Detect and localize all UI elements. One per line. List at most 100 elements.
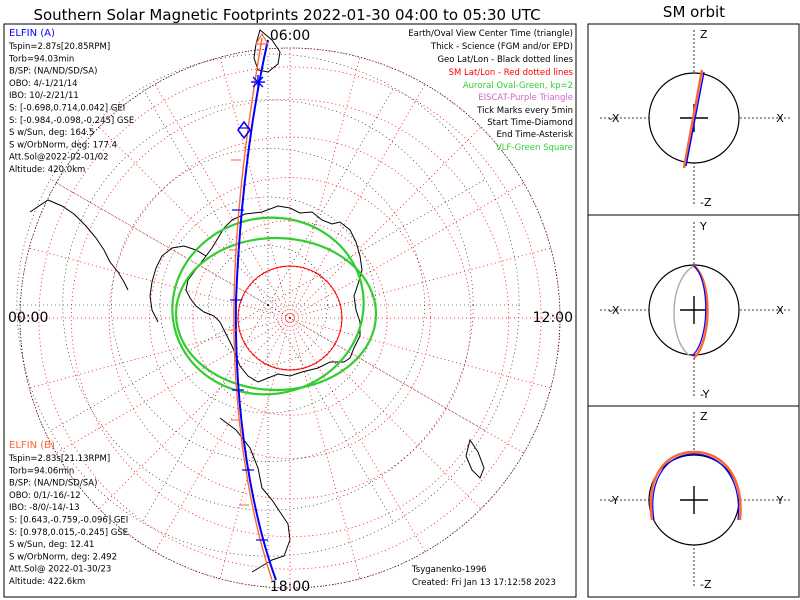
south-america-outline [29, 199, 129, 291]
info-line: OBO: 4/-1/21/14 [9, 79, 78, 89]
legend-item-science: Thick - Science (FGM and/or EPD) [430, 42, 573, 52]
chart-title: Southern Solar Magnetic Footprints 2022-… [33, 6, 540, 24]
orbit-track-a [691, 265, 707, 357]
sm-lon-line [219, 57, 291, 319]
sm-lon-line [289, 126, 482, 319]
info-line: Torb=94.06min [8, 466, 74, 476]
legend-item-eiscat: EISCAT-Purple Triangle [478, 93, 573, 103]
auroral-oval-outer [171, 216, 365, 396]
sm-lon-line [289, 317, 482, 510]
orbit-label-top: Z [700, 410, 708, 423]
sm-grid [19, 47, 561, 589]
antarctic-peninsula-outline [149, 245, 207, 323]
elfin-a-name: ELFIN (A) [9, 28, 55, 39]
info-line: S: [0.978,0.015,-0.245] GSE [9, 528, 128, 538]
info-line: S w/Sun, deg: 12.41 [9, 540, 94, 550]
orbit-label-top: Z [700, 28, 708, 41]
orbit-label-left: -Y [609, 494, 619, 507]
geo-lat-circle [62, 99, 474, 511]
elfin-b-name: ELFIN (B) [9, 440, 55, 451]
created-label: Created: Fri Jan 13 17:12:58 2023 [412, 578, 556, 588]
elfin-a-track [234, 39, 277, 581]
info-line: S: [-0.984,-0.098,-0.245] GSE [9, 116, 134, 126]
polar-plot [16, 29, 561, 589]
sm-lat-circle [192, 220, 388, 416]
elfin-a-info: ELFIN (A) Tspin=2.87s[20.85RPM] Torb=94.0… [8, 28, 134, 175]
legend-item-end-time: End Time-Asterisk [496, 130, 573, 140]
info-line: S w/OrbNorm, deg: 177.4 [9, 140, 117, 150]
legend-item-auroral-oval: Auroral Oval-Green, kp=2 [463, 81, 573, 91]
sm-lon-line [29, 247, 291, 319]
orbit-track-a [652, 453, 740, 521]
info-line: S: [0.643,-0.759,-0.096] GEI [9, 516, 128, 526]
sm-lon-line [154, 83, 291, 319]
legend-item-start-time: Start Time-Diamond [487, 118, 573, 128]
sm-lon-line [289, 247, 551, 319]
info-line: Altitude: 422.6km [9, 577, 85, 587]
antarctica-outline [185, 205, 363, 383]
info-line: Tspin=2.83s[21.13RPM] [8, 454, 110, 464]
geo-lat-circle [16, 53, 520, 557]
sm-lon-line [289, 317, 551, 389]
info-line: B/SP: (NA/ND/SD/SA) [9, 67, 97, 77]
orbit-label-bottom: -Z [700, 578, 712, 591]
sm-lon-line [289, 57, 361, 319]
sm-lon-line [289, 317, 426, 553]
orbit-panel-1 [600, 30, 790, 206]
sm-lat-circle [70, 98, 510, 538]
new-zealand-outline [465, 438, 485, 479]
info-line: OBO: 0/1/-16/-12 [9, 491, 81, 501]
orbit-panels-frame [587, 23, 800, 598]
elfin-a-end-asterisk [251, 75, 265, 89]
sm-lon-line [289, 317, 361, 579]
legend: Earth/Oval View Center Time (triangle) T… [408, 29, 573, 153]
mlt-label-right: 12:00 [533, 310, 573, 326]
sm-lon-line [289, 317, 525, 454]
mlt-label-left: 00:00 [8, 310, 48, 326]
info-line: S: [-0.698,0.714,0.042] GEI [9, 104, 125, 114]
info-line: Att.Sol@2022-02-01/02 [9, 153, 109, 163]
elfin-b-start-triangle [254, 32, 270, 45]
orbit-track-b [649, 450, 742, 521]
auroral-oval-inner [174, 236, 378, 392]
info-line: Tspin=2.87s[20.85RPM] [8, 42, 110, 52]
orbit-track-b [682, 69, 704, 169]
info-line: IBO: 10/-2/21/11 [9, 91, 79, 101]
orbit-label-right: X [776, 304, 784, 317]
mlt-label-top: 06:00 [270, 28, 310, 44]
info-line: Altitude: 420.0km [9, 165, 85, 175]
info-line: Torb=94.03min [8, 54, 74, 64]
sm-lat-circle [38, 66, 542, 570]
orbit-label-left: -X [609, 112, 620, 125]
sm-pole-circle [237, 265, 343, 371]
info-line: B/SP: (NA/ND/SD/SA) [9, 479, 97, 489]
sm-lon-line [98, 317, 291, 510]
elfin-a-start-diamond [237, 120, 251, 140]
australia-outline [219, 417, 291, 573]
info-line: S w/Sun, deg: 164.5 [9, 128, 94, 138]
sm-lon-line [98, 126, 291, 319]
orbit-label-right: X [776, 112, 784, 125]
sm-lon-line [154, 317, 291, 553]
sm-lon-line [55, 317, 291, 454]
geo-lon-line [50, 179, 269, 306]
info-line: S w/OrbNorm, deg: 2.492 [9, 552, 117, 562]
sm-lon-line [289, 182, 525, 319]
geo-lat-circle [208, 245, 328, 365]
model-label: Tsyganenko-1996 [411, 565, 487, 575]
sm-lon-line [289, 83, 426, 319]
plot-boundary [19, 47, 561, 589]
legend-item-tick-marks: Tick Marks every 5min [476, 106, 573, 116]
orbit-label-bottom: -Y [700, 388, 710, 401]
sm-lat-circle [238, 266, 342, 370]
sm-lon-line [55, 182, 291, 319]
orbit-track-shadow [673, 265, 695, 357]
orbit-panel-2 [600, 222, 790, 398]
orbit-label-top: Y [699, 220, 707, 233]
orbit-label-left: -X [609, 304, 620, 317]
orbit-track-a [685, 71, 705, 167]
asterisk-stroke [252, 76, 264, 88]
elfin-b-info: ELFIN (B) Tspin=2.83s[21.13RPM] Torb=94.0… [8, 440, 128, 587]
legend-item-sm-grid: SM Lat/Lon - Red dotted lines [449, 68, 574, 78]
